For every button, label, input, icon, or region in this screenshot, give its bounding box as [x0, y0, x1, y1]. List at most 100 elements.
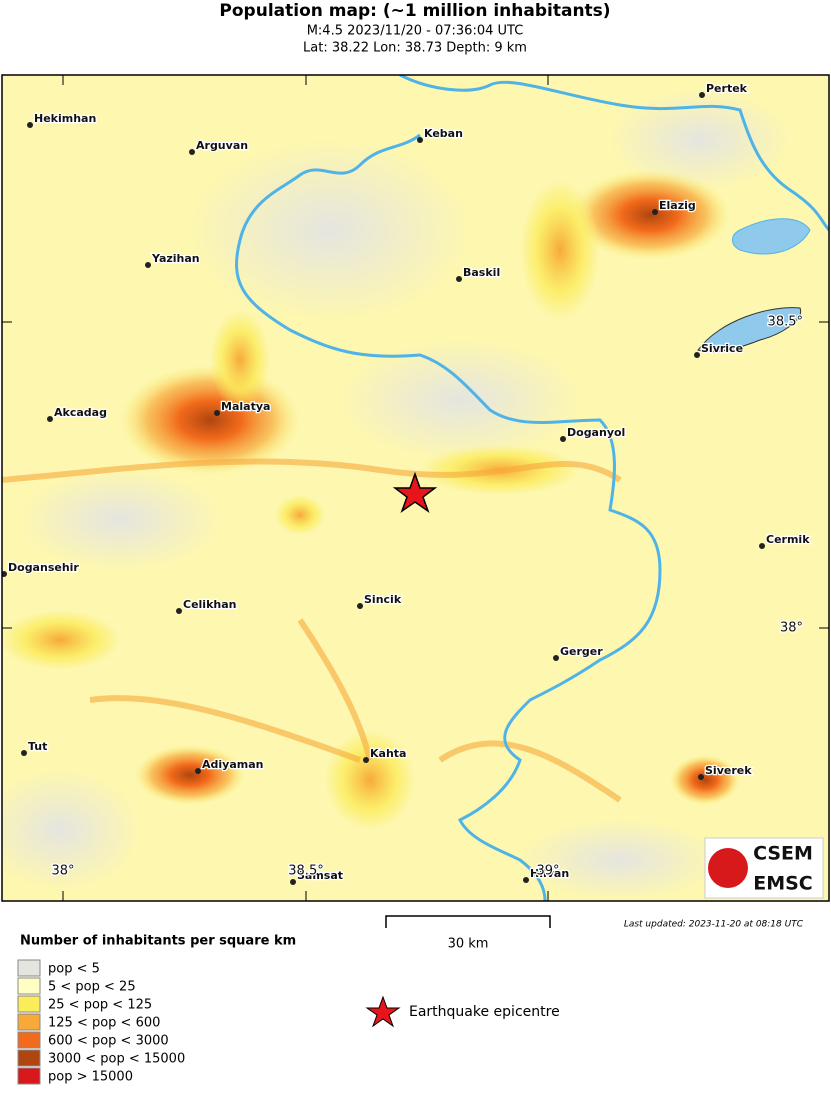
- place-label: Samsat: [297, 869, 343, 882]
- logo: CSEM EMSC: [704, 837, 824, 899]
- river: [235, 133, 662, 901]
- legend-swatch: [17, 1031, 41, 1049]
- graticule-label: 38°: [51, 864, 74, 879]
- legend-swatch: [17, 977, 41, 995]
- place-dot: [195, 768, 201, 774]
- map: Hekimhan Arguvan Keban Pertek Elazig Yazihan B…: [2, 75, 829, 901]
- legend-swatch: [17, 1067, 41, 1085]
- logo-text: EMSC: [753, 873, 813, 895]
- place-dot: [363, 757, 369, 763]
- legend-label: 125 < pop < 600: [48, 1016, 160, 1031]
- place-dot: [694, 352, 700, 358]
- river: [399, 75, 829, 232]
- place-label: Sivrice: [701, 342, 743, 355]
- legend-label: 600 < pop < 3000: [48, 1034, 169, 1049]
- legend-swatch: [17, 1013, 41, 1031]
- place-label: Celikhan: [183, 598, 236, 611]
- scale-label: 30 km: [448, 937, 489, 952]
- sparse-area: [610, 90, 790, 190]
- place-dot: [145, 262, 151, 268]
- legend: pop < 5 5 < pop < 25 25 < pop < 125 125 < p…: [17, 959, 185, 1085]
- logo-text: CSEM: [753, 843, 813, 865]
- scale-bar: [385, 915, 551, 928]
- place-label: Arguvan: [196, 139, 248, 152]
- urban-area: [210, 310, 270, 410]
- epicentre-legend-star: [365, 995, 401, 1028]
- sparse-area: [520, 820, 720, 900]
- lake: [732, 218, 811, 255]
- place-dot: [698, 774, 704, 780]
- legend-swatch: [17, 1049, 41, 1067]
- place-label: Baskil: [463, 266, 500, 279]
- place-label: Doganyol: [567, 426, 625, 439]
- place-dot: [560, 436, 566, 442]
- place-dot: [290, 879, 296, 885]
- graticule: 38.5° 38° 38° 38.5° 39°: [2, 75, 829, 901]
- place-label: Cermik: [766, 533, 810, 546]
- place-dot: [553, 655, 559, 661]
- last-updated: Last updated: 2023-11-20 at 08:18 UTC: [624, 920, 804, 930]
- place-dot: [27, 122, 33, 128]
- graticule-label: 39°: [536, 864, 559, 879]
- road-corridor: [2, 458, 622, 803]
- legend-swatch: [17, 959, 41, 977]
- location: Lat: 38.22 Lon: 38.73 Depth: 9 km: [303, 41, 527, 56]
- place-dot: [523, 877, 529, 883]
- place-dot: [759, 543, 765, 549]
- epicentre-star: [392, 471, 438, 513]
- legend-title: Number of inhabitants per square km: [20, 934, 296, 949]
- urban-area: [135, 745, 245, 805]
- graticule-label: 38.5°: [768, 315, 803, 330]
- place-dot: [652, 209, 658, 215]
- graticule-label: 38°: [780, 621, 803, 636]
- legend-label: pop > 15000: [48, 1070, 133, 1085]
- urban-area: [520, 180, 600, 320]
- place-dot: [21, 750, 27, 756]
- legend-label: 5 < pop < 25: [48, 980, 136, 995]
- logo-globe: [708, 848, 748, 888]
- legend-label: 3000 < pop < 15000: [48, 1052, 185, 1067]
- urban-area: [2, 610, 120, 670]
- legend-label: pop < 5: [48, 962, 100, 977]
- place-label: Pertek: [706, 82, 748, 95]
- legend-label: 25 < pop < 125: [48, 998, 152, 1013]
- place-label: Dogansehir: [8, 561, 79, 574]
- place-dot: [176, 608, 182, 614]
- graticule-label: 38.5°: [288, 864, 323, 879]
- place-label: Keban: [424, 127, 463, 140]
- place-dot: [417, 137, 423, 143]
- place-dot: [699, 92, 705, 98]
- place-dot: [189, 149, 195, 155]
- urban-area: [570, 170, 730, 260]
- lake: [697, 307, 802, 353]
- place-label: Yazihan: [151, 252, 200, 265]
- place-label: Siverek: [705, 764, 752, 777]
- place-dot: [47, 416, 53, 422]
- place-label: Gerger: [560, 645, 603, 658]
- subtitle: M:4.5 2023/11/20 - 07:36:04 UTC: [307, 24, 524, 39]
- place-dot: [357, 603, 363, 609]
- urban-area: [275, 495, 325, 535]
- epicentre-label: Earthquake epicentre: [409, 1004, 560, 1020]
- place-label: Adiyaman: [202, 758, 263, 771]
- sparse-area: [2, 770, 140, 890]
- legend-swatch: [17, 995, 41, 1013]
- urban-area: [670, 755, 740, 805]
- place-label: Akcadag: [54, 406, 107, 419]
- place-label: Hekimhan: [34, 112, 96, 125]
- place-label: Tut: [28, 740, 47, 753]
- sparse-area: [340, 340, 580, 460]
- place-label: Malatya: [221, 400, 270, 413]
- place-dot: [2, 571, 7, 577]
- sparse-area: [190, 140, 470, 320]
- urban-area: [325, 730, 415, 830]
- urban-area: [120, 365, 300, 475]
- map-frame: [1, 74, 830, 902]
- title: Population map: (~1 million inhabitants): [219, 1, 610, 21]
- place-label: Hilvan: [530, 867, 569, 880]
- place-label: Kahta: [370, 747, 406, 760]
- place-label: Sincik: [364, 593, 402, 606]
- place-dot: [456, 276, 462, 282]
- place-dot: [214, 410, 220, 416]
